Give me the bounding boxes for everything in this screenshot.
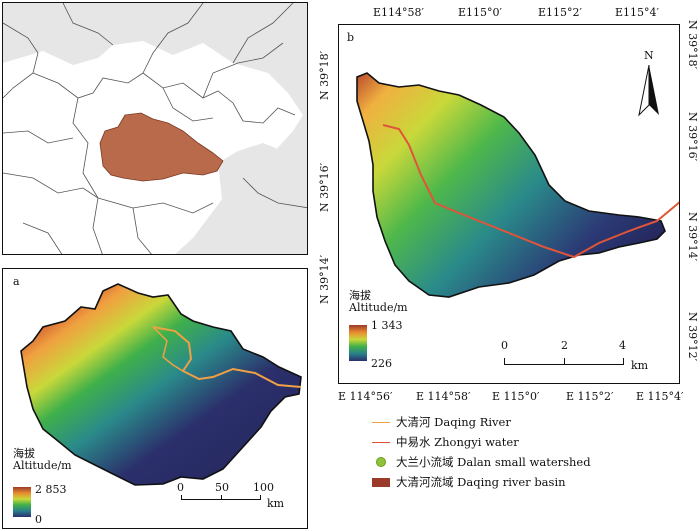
panel-a-colorbar xyxy=(13,487,31,517)
panel-b-legend-title-en: Altitude/m xyxy=(349,301,408,314)
left-lat-1: N 39°18′ xyxy=(318,50,331,100)
daqing-basin-shape xyxy=(99,112,224,182)
panel-b-dem xyxy=(356,72,679,298)
panel-a-scale-0: 0 xyxy=(177,481,184,494)
legend-daqing-river-label: 大清河 Daqing River xyxy=(396,415,511,429)
panel-a-legend-title-cn: 海拔 xyxy=(13,447,35,460)
daqing-river-a xyxy=(152,326,302,388)
panel-b-scale-0: 0 xyxy=(501,339,508,352)
bottom-lon-4: E 115°2′ xyxy=(566,390,614,403)
bottom-lon-3: E 115°0′ xyxy=(492,390,540,403)
legend-zhongyi-water-label: 中易水 Zhongyi water xyxy=(396,435,519,449)
panel-a: a 海拔 Altitude/m 2 853 0 0 50 100 km xyxy=(2,268,308,529)
legend-daqing-river: 大清河 Daqing River xyxy=(372,414,511,430)
panel-b-scale-2: 2 xyxy=(561,339,568,352)
right-lat-2: N 39°16′ xyxy=(686,112,699,162)
panel-b: b N 海拔 Altitude/m 1 343 226 0 2 4 km xyxy=(338,24,680,384)
province-boundaries xyxy=(3,3,307,254)
bottom-lon-5: E 115°4′ xyxy=(636,390,684,403)
legend-line-icon xyxy=(372,421,390,423)
panel-a-legend-title-en: Altitude/m xyxy=(13,459,72,472)
panel-b-colorbar xyxy=(349,325,367,361)
legend-daqing-basin: 大清河流域 Daqing river basin xyxy=(372,474,566,490)
panel-b-min: 226 xyxy=(371,357,392,370)
panel-b-scale-unit: km xyxy=(631,359,649,372)
bottom-lon-1: E 114°56′ xyxy=(338,390,393,403)
right-lat-3: N 39°14′ xyxy=(686,212,699,262)
legend-box-icon xyxy=(372,477,390,487)
left-lat-3: N 39°14′ xyxy=(318,254,331,304)
legend-dalan-watershed-label: 大兰小流域 Dalan small watershed xyxy=(396,455,591,469)
bottom-lon-2: E 114°58′ xyxy=(416,390,471,403)
legend-zhongyi-water: 中易水 Zhongyi water xyxy=(372,434,519,450)
top-lon-1: E114°58′ xyxy=(373,6,425,19)
top-lon-2: E115°0′ xyxy=(458,6,503,19)
left-lat-2: N 39°16′ xyxy=(318,162,331,212)
zhongyi-water-b xyxy=(382,124,679,259)
panel-a-scale-unit: km xyxy=(267,497,285,510)
legend-daqing-basin-label: 大清河流域 Daqing river basin xyxy=(396,475,566,489)
panel-a-max: 2 853 xyxy=(35,483,67,496)
panel-b-legend-title-cn: 海拔 xyxy=(349,289,371,302)
north-arrow-icon xyxy=(638,65,659,117)
north-label: N xyxy=(644,49,654,62)
legend-line-icon xyxy=(372,441,390,443)
overview-map-svg xyxy=(3,3,307,254)
panel-b-label: b xyxy=(347,31,355,44)
panel-b-scale-4: 4 xyxy=(619,339,626,352)
legend-dalan-watershed: 大兰小流域 Dalan small watershed xyxy=(372,454,591,470)
panel-a-dem xyxy=(20,283,302,486)
panel-b-max: 1 343 xyxy=(371,319,403,332)
top-lon-4: E115°4′ xyxy=(615,6,660,19)
legend-dot-icon xyxy=(376,457,386,467)
panel-a-scale-50: 50 xyxy=(215,481,229,494)
right-lat-1: N 39°18′ xyxy=(686,20,699,70)
panel-a-scale-100: 100 xyxy=(253,481,274,494)
overview-map xyxy=(2,2,308,255)
right-lat-4: N 39°12′ xyxy=(686,312,699,362)
top-lon-3: E115°2′ xyxy=(538,6,583,19)
panel-a-label: a xyxy=(13,275,20,288)
panel-a-min: 0 xyxy=(35,513,42,526)
